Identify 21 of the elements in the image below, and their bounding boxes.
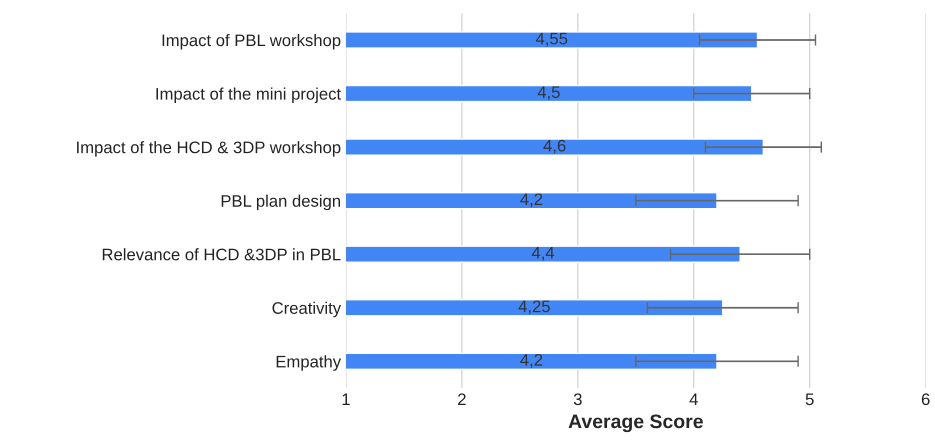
x-tick-label: 3 (574, 393, 582, 406)
x-tick-label: 5 (806, 394, 814, 406)
x-tick-label: 4 (690, 394, 698, 406)
data-label: 4,55 (536, 32, 568, 46)
y-tick-label: Impact of PBL workshop (162, 34, 340, 50)
y-tick-label: Relevance of HCD &3DP in PBL (102, 248, 341, 260)
y-tick-label: Empathy (276, 355, 342, 371)
x-tick-label: 1 (342, 394, 350, 406)
y-tick-label: Creativity (272, 302, 342, 318)
x-tick-label: 6 (922, 393, 930, 406)
data-label: 4,25 (518, 300, 550, 314)
x-axis-title: Average Score (568, 414, 703, 432)
y-tick-label: Impact of the mini project (156, 88, 341, 104)
x-tick-label: 2 (458, 393, 466, 406)
data-label: 4,2 (520, 193, 542, 208)
data-label: 4,4 (532, 247, 554, 261)
data-label: 4,2 (520, 354, 542, 368)
data-label: 4,5 (538, 86, 560, 100)
y-tick-label: Impact of the HCD & 3DP workshop (77, 141, 340, 157)
y-tick-label: PBL plan design (222, 194, 340, 210)
data-label: 4,6 (543, 140, 566, 154)
